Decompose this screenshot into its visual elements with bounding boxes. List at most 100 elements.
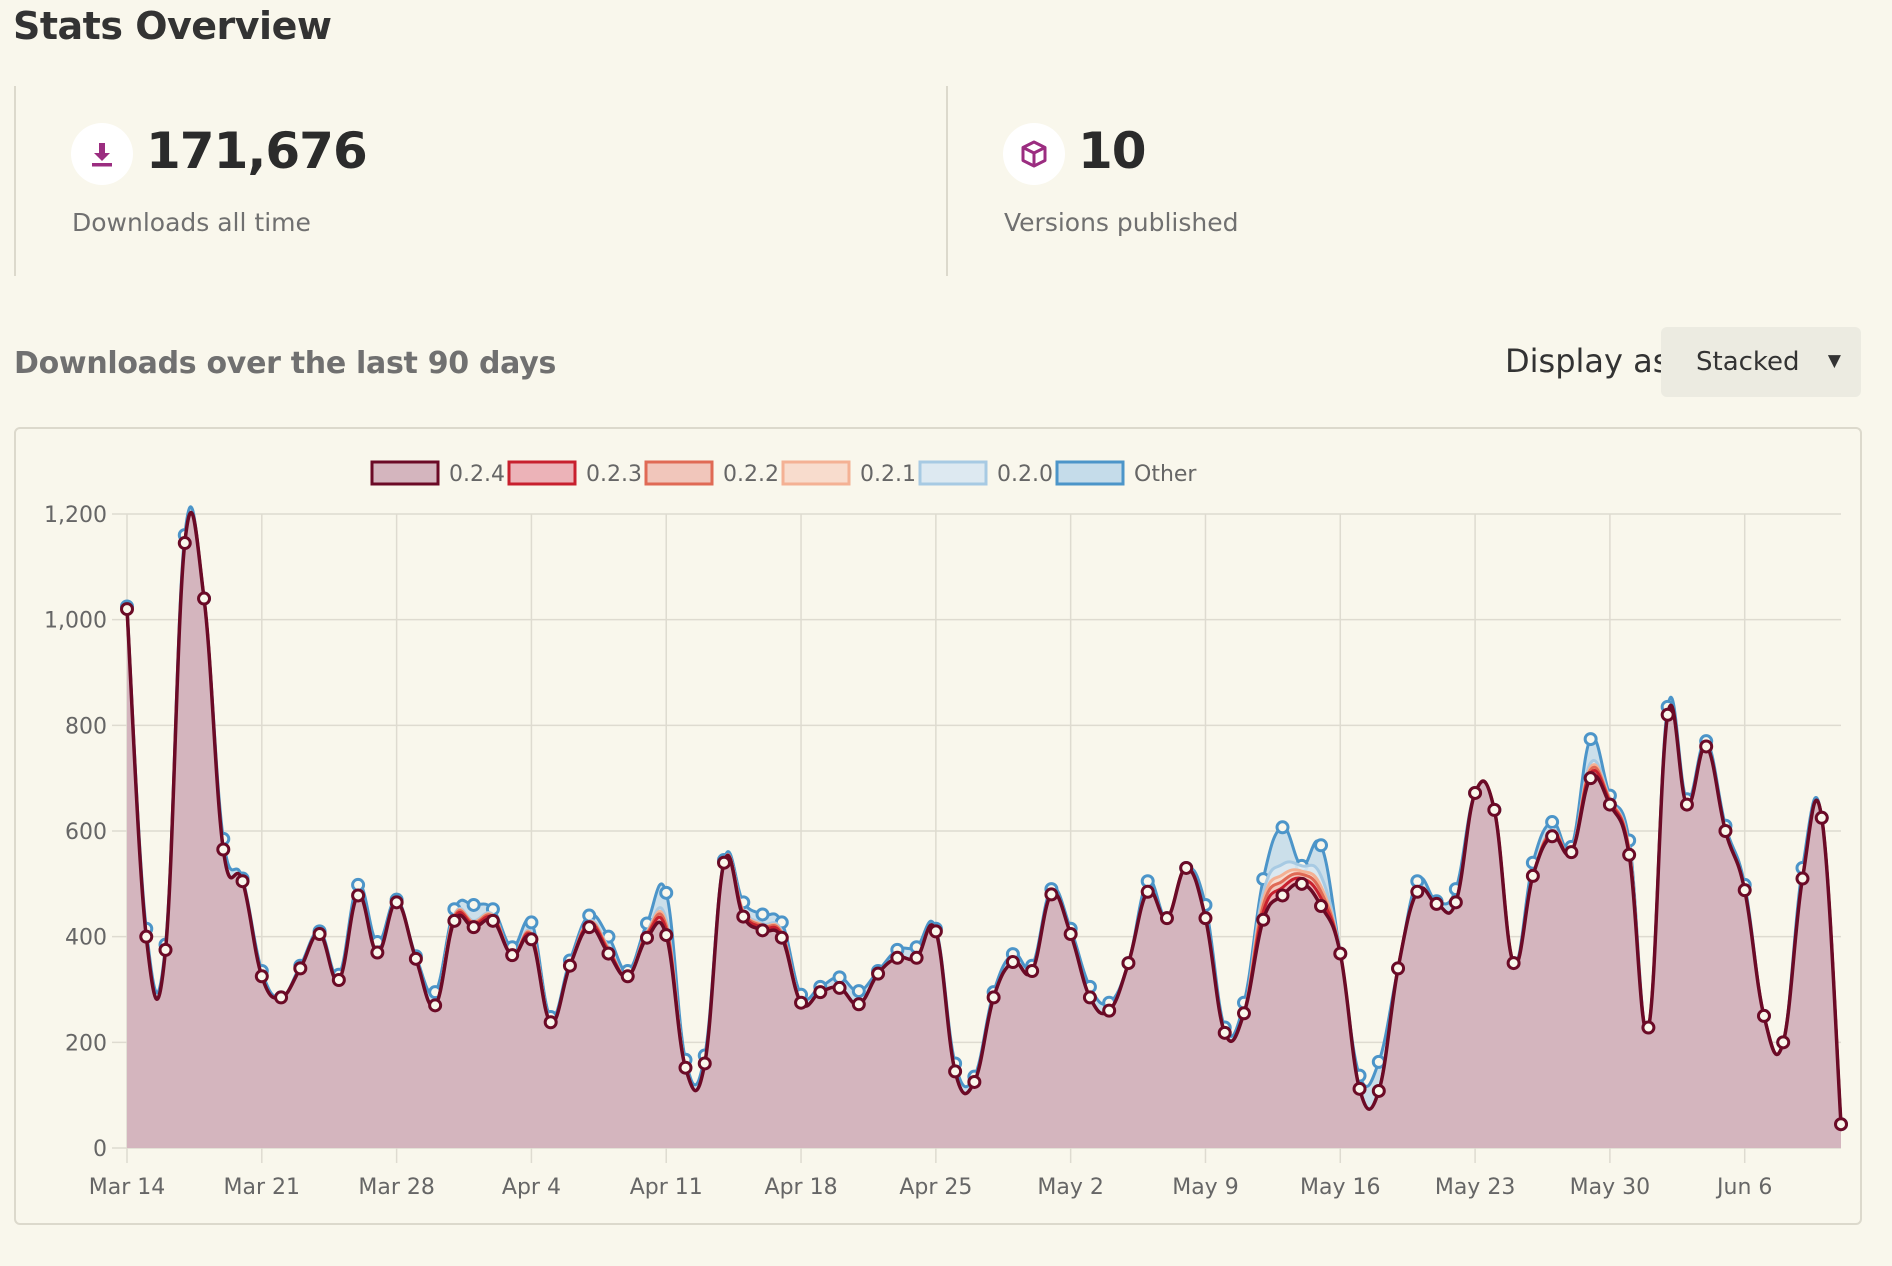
series-0-2-4-point[interactable]	[1256, 912, 1271, 927]
series-0-2-4-point[interactable]	[871, 966, 886, 981]
series-other-point[interactable]	[1545, 815, 1560, 830]
series-0-2-4-point[interactable]	[235, 874, 250, 889]
series-0-2-4-point[interactable]	[1025, 964, 1040, 979]
series-0-2-4-point[interactable]	[1718, 824, 1733, 838]
series-0-2-4-point[interactable]	[1140, 884, 1155, 899]
series-0-2-4-point[interactable]	[1525, 868, 1540, 883]
series-0-2-4-point[interactable]	[1448, 895, 1463, 910]
series-0-2-4-point[interactable]	[697, 1056, 712, 1071]
series-0-2-4-point[interactable]	[216, 842, 231, 857]
series-0-2-4-point[interactable]	[1063, 927, 1078, 942]
series-0-2-4-point[interactable]	[601, 946, 616, 961]
series-0-2-4-point[interactable]	[890, 950, 905, 965]
series-other-point[interactable]	[1583, 732, 1598, 747]
series-0-2-4-point[interactable]	[274, 990, 289, 1005]
series-0-2-4-point[interactable]	[967, 1074, 982, 1089]
series-0-2-4-point[interactable]	[1641, 1020, 1656, 1035]
series-0-2-4-point[interactable]	[986, 990, 1001, 1005]
series-0-2-4-point[interactable]	[1333, 946, 1348, 961]
series-0-2-4-point[interactable]	[717, 855, 732, 870]
series-0-2-4-point[interactable]	[370, 945, 385, 960]
series-0-2-4-point[interactable]	[1082, 990, 1097, 1005]
series-0-2-4-point[interactable]	[428, 998, 443, 1013]
series-0-2-4-point[interactable]	[562, 958, 577, 973]
legend-label[interactable]: 0.2.1	[860, 462, 916, 487]
series-0-2-4-point[interactable]	[948, 1064, 963, 1079]
series-0-2-4-point[interactable]	[1429, 896, 1444, 911]
legend-swatch[interactable]	[781, 460, 851, 486]
legend-swatch[interactable]	[507, 460, 577, 486]
series-0-2-4-point[interactable]	[1371, 1083, 1386, 1098]
series-other-point[interactable]	[659, 885, 674, 900]
series-0-2-4-point[interactable]	[1102, 1003, 1117, 1018]
series-0-2-4-point[interactable]	[639, 930, 654, 945]
series-0-2-4-point[interactable]	[543, 1015, 558, 1030]
series-0-2-4-point[interactable]	[1044, 887, 1059, 902]
series-0-2-4-point[interactable]	[928, 924, 943, 939]
series-0-2-4-point[interactable]	[1679, 797, 1694, 812]
legend-label[interactable]: 0.2.2	[723, 462, 779, 487]
series-0-2-4-point[interactable]	[524, 932, 539, 947]
display-mode-select[interactable]: Stacked ▼	[1661, 327, 1861, 397]
series-0-2-4-point[interactable]	[1352, 1081, 1367, 1096]
series-0-2-4-point[interactable]	[1314, 899, 1329, 914]
series-0-2-4-point[interactable]	[1487, 802, 1502, 817]
series-0-2-4-point[interactable]	[774, 930, 789, 945]
series-0-2-4-point[interactable]	[678, 1060, 693, 1075]
series-0-2-4-point[interactable]	[736, 909, 751, 924]
series-0-2-4-point[interactable]	[794, 995, 809, 1010]
series-0-2-4-point[interactable]	[1602, 797, 1617, 812]
series-other-point[interactable]	[466, 897, 481, 912]
series-0-2-4-point[interactable]	[1756, 1008, 1771, 1023]
series-other-point[interactable]	[1275, 820, 1290, 835]
series-other-point[interactable]	[755, 907, 770, 922]
series-0-2-4-point[interactable]	[813, 985, 828, 1000]
series-other-point[interactable]	[851, 984, 866, 999]
series-0-2-4-point[interactable]	[851, 997, 866, 1012]
legend-swatch[interactable]	[644, 460, 714, 486]
series-0-2-4-point[interactable]	[505, 948, 520, 963]
series-0-2-4-point[interactable]	[1275, 888, 1290, 903]
series-0-2-4-point[interactable]	[1564, 845, 1579, 860]
series-0-2-4-point[interactable]	[312, 927, 327, 942]
series-0-2-4-point[interactable]	[1795, 871, 1810, 886]
series-0-2-4-point[interactable]	[331, 972, 346, 987]
series-0-2-4-point[interactable]	[139, 929, 154, 944]
series-0-2-4-point[interactable]	[1236, 1006, 1251, 1021]
series-0-2-4-point[interactable]	[1776, 1035, 1791, 1050]
series-0-2-4-point[interactable]	[1410, 884, 1425, 899]
series-0-2-4-point[interactable]	[1660, 707, 1675, 722]
series-0-2-4-point[interactable]	[1391, 961, 1406, 976]
legend-label[interactable]: 0.2.3	[586, 462, 642, 487]
legend-label[interactable]: Other	[1134, 462, 1197, 487]
legend-label[interactable]: 0.2.4	[449, 462, 505, 487]
series-0-2-4-point[interactable]	[1699, 739, 1714, 754]
legend-swatch[interactable]	[918, 460, 988, 486]
series-0-2-4-point[interactable]	[755, 923, 770, 938]
series-0-2-4-point[interactable]	[1737, 883, 1752, 898]
series-0-2-4-point[interactable]	[293, 961, 308, 976]
series-0-2-4-point[interactable]	[1814, 810, 1829, 825]
series-0-2-4-point[interactable]	[1217, 1025, 1232, 1040]
series-0-2-4-point[interactable]	[1468, 785, 1483, 800]
series-0-2-4-point[interactable]	[1159, 911, 1174, 926]
series-0-2-4-point[interactable]	[909, 950, 924, 965]
series-0-2-4-point[interactable]	[177, 536, 192, 551]
series-0-2-4-point[interactable]	[1179, 860, 1194, 875]
legend-swatch[interactable]	[1055, 460, 1125, 486]
series-0-2-4-point[interactable]	[1622, 847, 1637, 862]
series-other-point[interactable]	[1314, 838, 1329, 853]
series-0-2-4-point[interactable]	[351, 888, 366, 903]
series-other-point[interactable]	[524, 915, 539, 930]
series-0-2-4-point[interactable]	[447, 913, 462, 928]
series-0-2-4-point[interactable]	[620, 969, 635, 984]
series-0-2-4-point[interactable]	[1834, 1117, 1848, 1132]
series-0-2-4-point[interactable]	[832, 980, 847, 995]
series-0-2-4-point[interactable]	[1121, 956, 1136, 971]
series-0-2-4-point[interactable]	[485, 913, 500, 928]
series-0-2-4-point[interactable]	[1005, 955, 1020, 970]
series-0-2-4-point[interactable]	[1506, 956, 1521, 971]
legend-label[interactable]: 0.2.0	[997, 462, 1053, 487]
series-0-2-4-point[interactable]	[1294, 876, 1309, 891]
series-0-2-4-point[interactable]	[254, 969, 269, 984]
